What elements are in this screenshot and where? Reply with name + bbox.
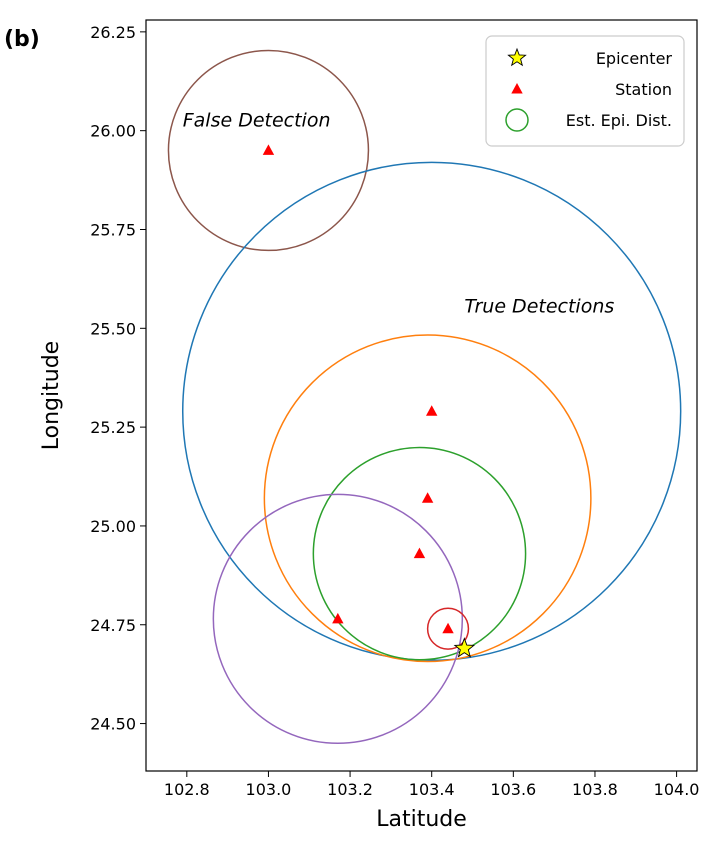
legend-epicenter-icon — [507, 47, 527, 67]
distance-circle — [212, 493, 464, 745]
stations-layer — [262, 144, 454, 634]
legend-circle-icon — [505, 108, 529, 132]
x-tick-label: 102.8 — [164, 780, 210, 799]
epicenter-marker — [453, 637, 476, 658]
station-marker — [262, 144, 275, 155]
x-axis-ticks: 102.8 103.0 103.2 103.4 103.6 103.8 104.0 — [164, 771, 700, 799]
y-tick-label: 26.25 — [90, 23, 136, 42]
x-tick-label: 103.6 — [490, 780, 536, 799]
distance-circle — [263, 334, 592, 663]
y-tick-label: 25.00 — [90, 517, 136, 536]
x-tick-label: 104.0 — [654, 780, 700, 799]
x-tick-label: 103.8 — [572, 780, 618, 799]
station-marker — [332, 612, 344, 624]
y-tick-label: 24.50 — [90, 715, 136, 734]
station-marker — [421, 492, 434, 503]
annotations-layer: False Detection True Detections — [183, 110, 615, 318]
y-tick-label: 25.50 — [90, 319, 136, 338]
distance-circle — [426, 607, 470, 650]
legend-station-icon — [511, 83, 523, 94]
legend: Epicenter Station Est. Epi. Dist. — [485, 35, 685, 147]
x-axis-title: Latitude — [376, 807, 467, 832]
y-axis-title: Longitude — [39, 341, 64, 450]
y-tick-label: 25.75 — [90, 220, 136, 239]
distance-circle — [181, 161, 682, 662]
y-axis-ticks: 24.50 24.75 25.00 25.25 25.50 25.75 26.00 26.25 — [90, 23, 146, 734]
legend-box — [485, 35, 685, 147]
y-tick-label: 26.00 — [90, 122, 136, 141]
distance-circle — [312, 446, 527, 661]
y-tick-label: 25.25 — [90, 418, 136, 437]
legend-label: Est. Epi. Dist. — [566, 111, 672, 130]
station-marker — [442, 622, 454, 634]
x-tick-label: 103.2 — [327, 780, 373, 799]
y-tick-label: 24.75 — [90, 616, 136, 635]
x-tick-label: 103.0 — [246, 780, 292, 799]
distance-circle — [167, 49, 370, 252]
legend-label: Epicenter — [596, 49, 673, 68]
panel-label: (b) — [4, 27, 40, 52]
circles-layer — [167, 49, 682, 745]
epicenter-layer — [453, 637, 476, 658]
annotation-label: False Detection — [183, 110, 331, 132]
station-marker — [426, 405, 438, 416]
legend-label: Station — [615, 80, 672, 99]
plot-frame — [145, 19, 698, 772]
annotation-label: True Detections — [464, 295, 614, 317]
x-tick-label: 103.4 — [409, 780, 455, 799]
station-marker — [413, 547, 426, 559]
